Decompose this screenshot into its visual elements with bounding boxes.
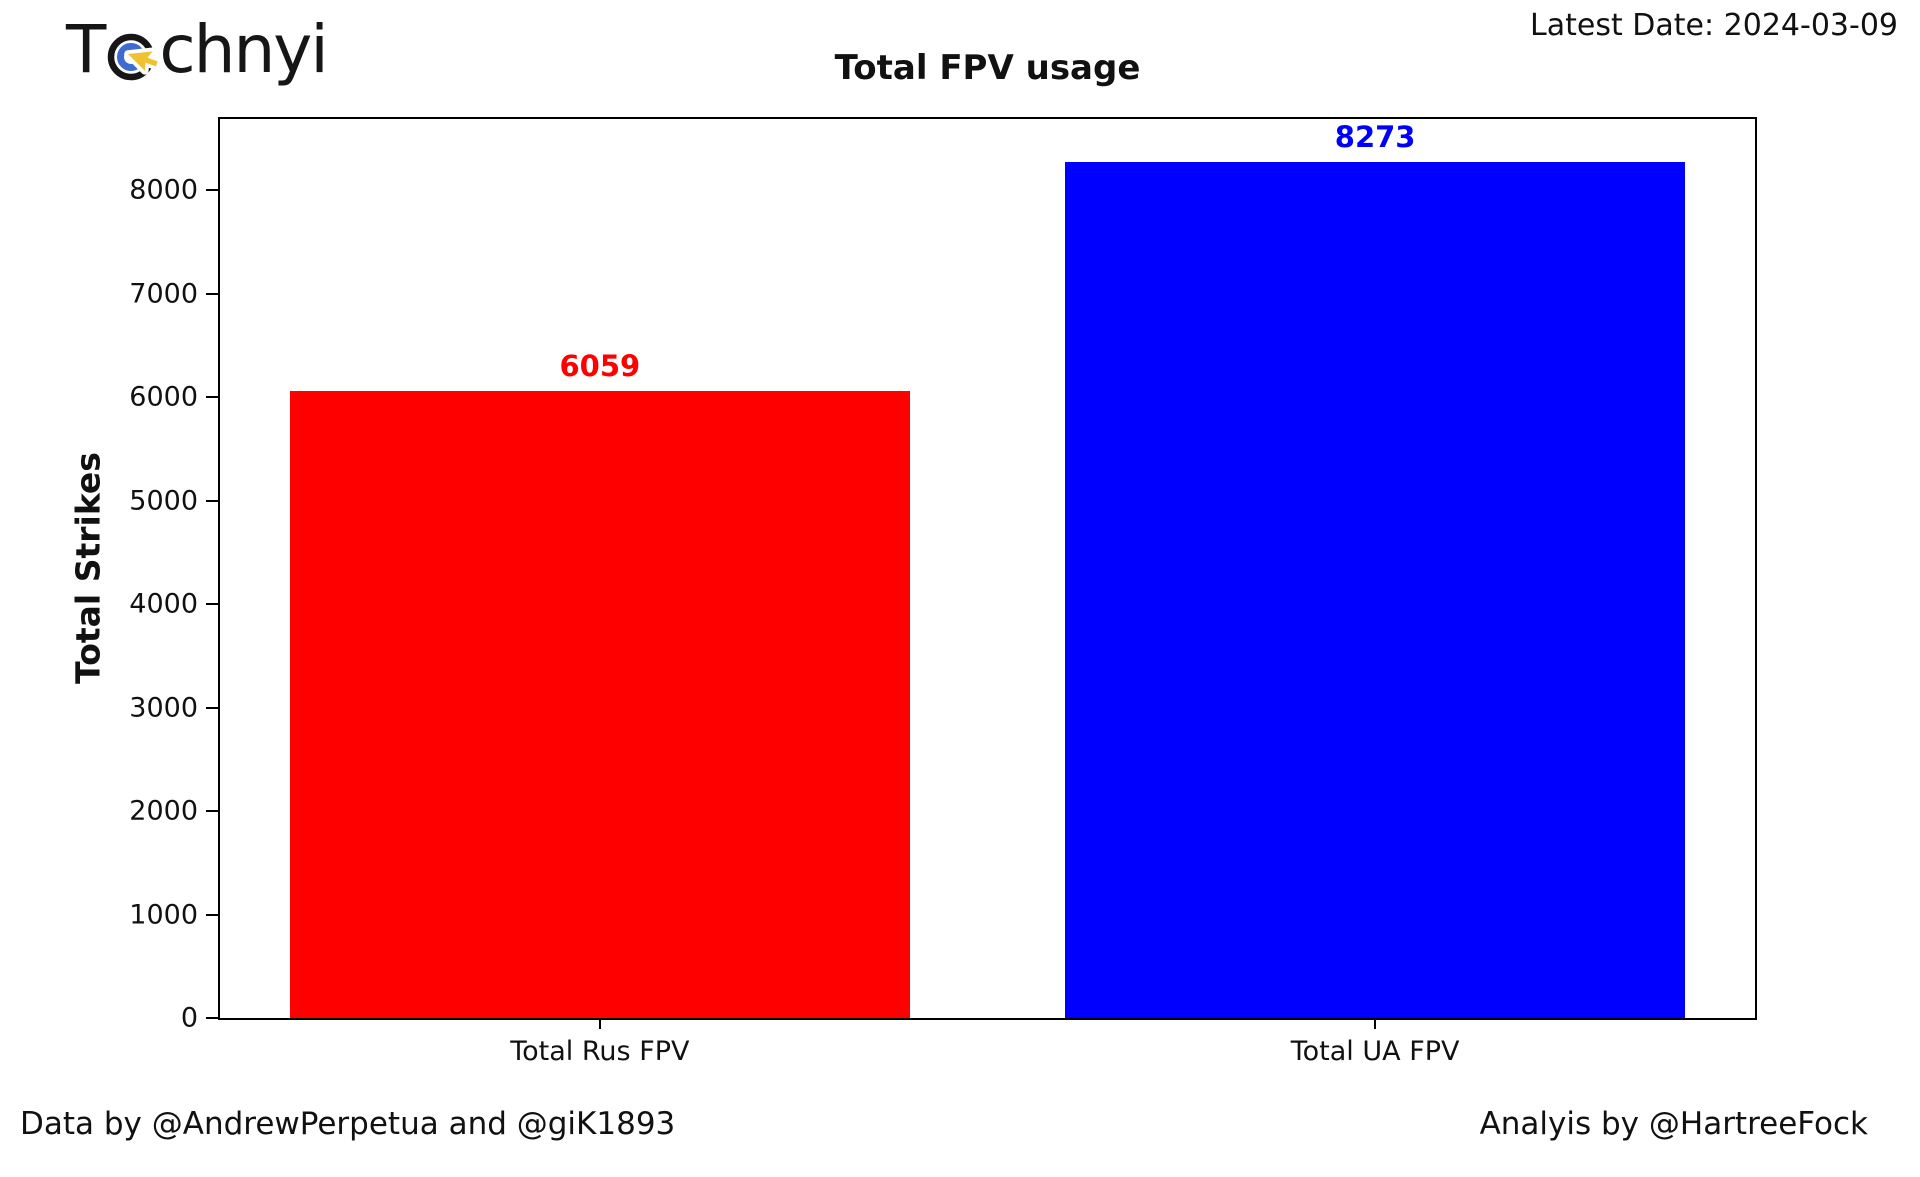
y-axis-label: Total Strikes <box>68 452 108 684</box>
y-tick-label: 7000 <box>129 278 198 310</box>
cursor-target-icon <box>108 33 159 81</box>
y-tick-mark <box>206 189 218 192</box>
y-tick-label: 3000 <box>129 692 198 724</box>
x-tick-mark <box>1374 1018 1377 1029</box>
y-tick-mark <box>206 396 218 399</box>
y-tick-label: 8000 <box>129 174 198 206</box>
bar-value-label: 6059 <box>559 348 641 383</box>
plot-area: 0 1000 2000 3000 4000 5000 6000 7000 8000 6059 Tot… <box>129 117 1757 1067</box>
bar-value-label: 8273 <box>1334 119 1416 154</box>
y-tick-mark <box>206 706 218 709</box>
y-tick-label: 0 <box>180 1002 198 1034</box>
y-tick-label: 1000 <box>129 899 198 930</box>
bar <box>289 390 910 1018</box>
y-tick-label: 6000 <box>129 381 198 413</box>
y-tick-mark <box>206 1017 218 1019</box>
x-tick-mark <box>598 1018 601 1029</box>
x-tick-label: Total Rus FPV <box>510 1036 690 1067</box>
technyi-logo: T chnyi <box>66 11 329 96</box>
y-tick-label: 4000 <box>129 588 198 620</box>
y-tick-mark <box>206 810 218 813</box>
x-tick-label: Total UA FPV <box>1290 1036 1460 1067</box>
y-tick-mark <box>206 292 218 295</box>
y-tick-mark <box>206 913 218 916</box>
y-tick-label: 5000 <box>129 485 198 517</box>
y-tick-mark <box>206 499 218 502</box>
logo-text-suffix: chnyi <box>159 11 328 88</box>
analysis-credit-label: Analyis by @HartreeFock <box>1479 1106 1868 1142</box>
latest-date-label: Latest Date: 2024-03-09 <box>1530 8 1898 43</box>
data-credit-label: Data by @AndrewPerpetua and @giK1893 <box>20 1106 676 1142</box>
y-tick-mark <box>206 603 218 606</box>
chart-title: Total FPV usage <box>834 48 1141 88</box>
logo-text-prefix: T <box>66 11 106 88</box>
y-tick-label: 2000 <box>129 795 198 827</box>
bar <box>1065 161 1686 1018</box>
